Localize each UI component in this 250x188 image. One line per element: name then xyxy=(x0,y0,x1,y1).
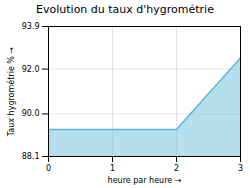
svg-text:3: 3 xyxy=(238,164,243,173)
html-text:Evolution du taux d'hygrométri: Evolution du taux d'hygrométrie xyxy=(36,3,214,16)
svg-text:Taux hygrométrie % →: Taux hygrométrie % → xyxy=(6,47,16,138)
svg-text:0: 0 xyxy=(46,164,51,173)
svg-text:92.0: 92.0 xyxy=(22,65,40,74)
svg-text:1: 1 xyxy=(110,164,115,173)
svg-text:88.1: 88.1 xyxy=(22,152,40,161)
svg-text:2: 2 xyxy=(174,164,179,173)
svg-text:heure par heure →: heure par heure → xyxy=(108,176,182,185)
svg-text:90.0: 90.0 xyxy=(22,109,40,118)
svg-text:93.9: 93.9 xyxy=(22,22,40,31)
